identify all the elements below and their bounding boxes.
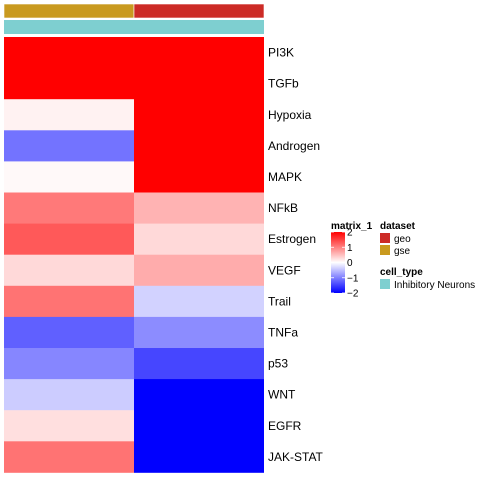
row-label: VEGF: [268, 263, 301, 277]
heatmap-cell: [134, 99, 264, 131]
row-label: PI3K: [268, 46, 294, 60]
heatmap-cell: [4, 192, 134, 224]
dataset-legend-swatch: [380, 245, 390, 255]
row-label: MAPK: [268, 170, 302, 184]
heatmap-cell: [4, 223, 134, 256]
dataset-annotation-cell: [133, 3, 265, 19]
heatmap-cell: [134, 410, 264, 442]
color-scale-tick-label: 0: [347, 258, 353, 269]
heatmap-cells: [4, 37, 264, 473]
color-scale-tick-label: 1: [347, 243, 353, 254]
heatmap-cell: [134, 379, 264, 411]
dataset-legend-title: dataset: [380, 221, 416, 232]
heatmap-cell: [134, 285, 264, 318]
row-labels: PI3K TGFb Hypoxia Androgen MAPK NFkB Estrogen V…: [268, 46, 324, 464]
heatmap-cell: [4, 379, 134, 411]
row-label: p53: [268, 357, 288, 371]
cell-type-legend-title: cell_type: [380, 267, 423, 278]
cell-type-legend: cell_type Inhibitory Neurons: [380, 267, 475, 291]
matrix-legend: matrix_1 2 1 0 −1 −2: [331, 221, 373, 300]
row-label: NFkB: [268, 201, 298, 215]
color-scale-bar: [331, 232, 345, 293]
heatmap-cell: [4, 316, 134, 349]
heatmap-cell: [4, 37, 134, 69]
heatmap-cell: [134, 254, 264, 287]
heatmap-cell: [4, 130, 134, 162]
row-label: JAK-STAT: [268, 450, 324, 464]
heatmap-cell: [134, 192, 264, 224]
dataset-annotation-cell: [3, 3, 135, 19]
row-label: Hypoxia: [268, 108, 312, 122]
heatmap-cell: [4, 410, 134, 442]
heatmap-cell: [134, 441, 264, 473]
row-label: TNFa: [268, 325, 298, 339]
heatmap-cell: [4, 254, 134, 287]
row-label: WNT: [268, 388, 296, 402]
row-label: TGFb: [268, 77, 299, 91]
cell-type-annotation-cell: [134, 20, 264, 34]
annotation-bars: [3, 3, 265, 34]
heatmap-cell: [134, 348, 264, 380]
heatmap-cell: [134, 161, 264, 193]
heatmap-cell: [4, 99, 134, 131]
color-scale-tick-label: −1: [347, 273, 359, 284]
heatmap-cell: [134, 223, 264, 256]
color-scale-ticks: 2 1 0 −1 −2: [331, 228, 359, 300]
cell-type-legend-swatch: [380, 279, 390, 289]
heatmap-cell: [134, 68, 264, 100]
row-label: EGFR: [268, 419, 302, 433]
heatmap-cell: [4, 285, 134, 318]
color-scale-tick-label: −2: [347, 289, 359, 300]
heatmap-cell: [134, 316, 264, 349]
heatmap-cell: [4, 441, 134, 473]
heatmap-cell: [4, 348, 134, 380]
matrix-legend-title: matrix_1: [331, 221, 373, 232]
color-scale-tick-label: 2: [347, 228, 353, 239]
cell-type-legend-label: Inhibitory Neurons: [394, 280, 475, 291]
dataset-legend-label: gse: [394, 246, 411, 257]
row-label: Trail: [268, 294, 291, 308]
heatmap-cell: [4, 68, 134, 100]
heatmap-cell: [4, 161, 134, 193]
heatmap-cell: [134, 37, 264, 69]
row-label: Estrogen: [268, 232, 316, 246]
row-label: Androgen: [268, 139, 320, 153]
dataset-legend-label: geo: [394, 234, 411, 245]
dataset-legend-swatch: [380, 233, 390, 243]
heatmap-cell: [134, 130, 264, 162]
cell-type-annotation-cell: [4, 20, 134, 34]
